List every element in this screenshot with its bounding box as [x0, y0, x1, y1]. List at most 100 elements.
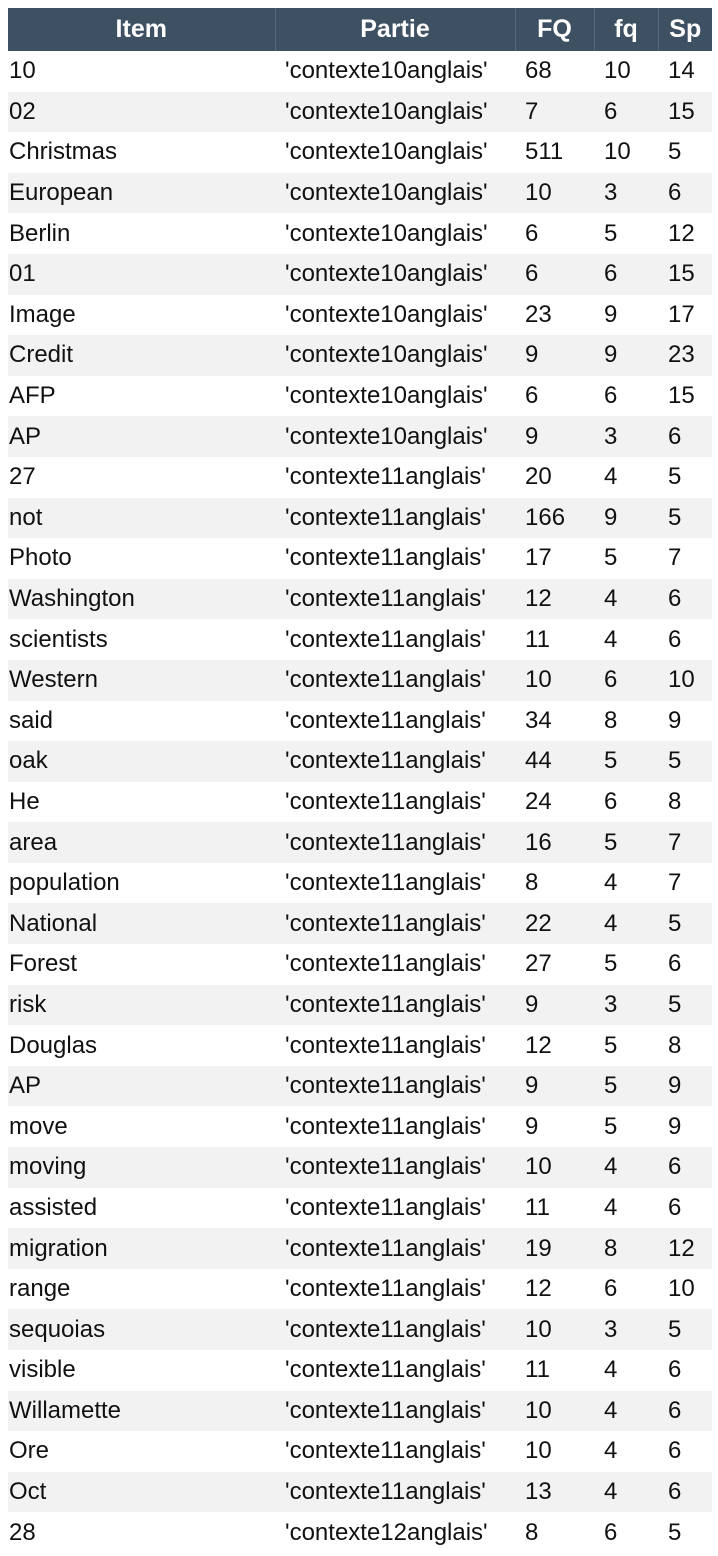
cell-partie: 'contexte11anglais': [275, 659, 515, 701]
cell-sp: 9: [668, 706, 682, 734]
table-row[interactable]: said 'contexte11anglais' 34 8 9: [8, 701, 712, 742]
cell-fq: 4: [604, 1437, 618, 1465]
cell-fq-total: 6: [515, 253, 594, 295]
table-row[interactable]: Willamette'contexte11anglais' 10 4 6: [8, 1390, 712, 1432]
table-row[interactable]: 27 'contexte11anglais' 20 4 5: [8, 457, 712, 498]
cell-sp: 9: [668, 1112, 682, 1140]
cell-fq-total: 10: [515, 1147, 594, 1188]
cell-sp: 15: [658, 253, 712, 295]
table-row[interactable]: not'contexte11anglais' 166 9 5: [8, 497, 712, 539]
table-row[interactable]: scientists 'contexte11anglais' 11 4 6: [8, 619, 712, 660]
cell-fq: 6: [594, 91, 658, 133]
cell-fq: 4: [604, 1193, 618, 1221]
table-row[interactable]: move 'contexte11anglais' 9 5 9: [8, 1106, 712, 1147]
column-header-partie[interactable]: Partie: [275, 8, 516, 51]
cell-fq-total: 6: [525, 219, 539, 247]
cell-item: 27: [9, 463, 36, 491]
cell-partie: 'contexte10anglais': [285, 138, 488, 166]
column-header-item[interactable]: Item: [8, 8, 276, 51]
table-row[interactable]: Photo 'contexte11anglais' 17 5 7: [8, 538, 712, 579]
cell-fq: 6: [604, 1275, 618, 1303]
table-row[interactable]: assisted 'contexte11anglais' 11 4 6: [8, 1188, 712, 1229]
table-row[interactable]: AP'contexte10anglais' 9 3 6: [8, 416, 712, 457]
cell-sp: 14: [668, 57, 695, 85]
table-row[interactable]: oak'contexte11anglais' 44 5 5: [8, 741, 712, 782]
cell-item: oak: [8, 741, 275, 782]
column-header-fq[interactable]: fq: [594, 8, 659, 51]
cell-partie: 'contexte11anglais': [275, 497, 515, 539]
table-row[interactable]: migration'contexte11anglais' 19 8 12: [8, 1228, 712, 1269]
cell-fq-total: 13: [515, 1471, 594, 1513]
table-row[interactable]: 10 'contexte10anglais' 68 10 14: [8, 51, 712, 92]
table-row[interactable]: Washington'contexte11anglais' 12 4 6: [8, 578, 712, 620]
table-row[interactable]: Berlin 'contexte10anglais' 6 5 12: [8, 213, 712, 254]
cell-fq-total: 10: [515, 1390, 594, 1432]
cell-item: range: [9, 1275, 71, 1303]
column-header-fq-total[interactable]: FQ: [515, 8, 595, 51]
table-row[interactable]: range 'contexte11anglais' 12 6 10: [8, 1269, 712, 1310]
cell-fq-total: 9: [525, 1112, 539, 1140]
cell-fq: 10: [604, 138, 631, 166]
cell-fq: 4: [604, 1356, 618, 1384]
cell-sp: 5: [668, 138, 682, 166]
cell-partie: 'contexte10anglais': [275, 91, 515, 133]
cell-sp: 6: [658, 1390, 712, 1432]
cell-item: 01: [8, 253, 275, 295]
table-row[interactable]: AFP 'contexte10anglais' 6 6 15: [8, 376, 712, 417]
cell-fq-total: 44: [515, 741, 594, 782]
data-table: Item Partie FQ fq Sp 10'contexte10anglai…: [8, 8, 712, 1553]
table-row[interactable]: Forest 'contexte11anglais' 27 5 6: [8, 944, 712, 985]
table-row[interactable]: Oct'contexte11anglais' 13 4 6: [8, 1471, 712, 1513]
cell-partie: 'contexte10anglais': [275, 253, 515, 295]
cell-fq: 9: [594, 497, 658, 539]
cell-item: European: [8, 172, 275, 214]
cell-sp: 15: [668, 382, 695, 410]
cell-item: Willamette: [8, 1390, 275, 1432]
table-row[interactable]: Christmas 'contexte10anglais' 511 10 5: [8, 132, 712, 173]
cell-item: Douglas: [9, 1031, 98, 1059]
cell-partie: 'contexte11anglais': [285, 1356, 486, 1384]
cell-sp: 8: [668, 1031, 682, 1059]
cell-fq-total: 12: [525, 1275, 552, 1303]
cell-item: scientists: [9, 625, 108, 653]
cell-fq: 3: [594, 416, 658, 457]
cell-item: 28: [9, 1518, 36, 1546]
cell-partie: 'contexte10anglais': [285, 300, 488, 328]
table-row[interactable]: Ore 'contexte11anglais' 10 4 6: [8, 1431, 712, 1472]
table-row[interactable]: 02'contexte10anglais' 7 6 15: [8, 91, 712, 133]
cell-partie: 'contexte11anglais': [285, 787, 486, 815]
cell-partie: 'contexte11anglais': [275, 984, 515, 1026]
table-row[interactable]: European'contexte10anglais' 10 3 6: [8, 172, 712, 214]
table-row[interactable]: National'contexte11anglais' 22 4 5: [8, 903, 712, 945]
cell-partie: 'contexte11anglais': [285, 544, 486, 572]
cell-item: population: [9, 869, 120, 897]
table-row[interactable]: Image 'contexte10anglais' 23 9 17: [8, 295, 712, 336]
cell-fq-total: 20: [525, 463, 552, 491]
table-row[interactable]: visible 'contexte11anglais' 11 4 6: [8, 1350, 712, 1391]
cell-partie: 'contexte11anglais': [275, 578, 515, 620]
table-row[interactable]: Western'contexte11anglais' 10 6 10: [8, 659, 712, 701]
table-row[interactable]: sequoias'contexte11anglais' 10 3 5: [8, 1309, 712, 1350]
cell-fq: 8: [594, 1228, 658, 1269]
cell-item: risk: [8, 984, 275, 1026]
table-row[interactable]: Douglas 'contexte11anglais' 12 5 8: [8, 1025, 712, 1066]
table-row[interactable]: Credit'contexte10anglais' 9 9 23: [8, 335, 712, 376]
cell-fq-total: 68: [525, 57, 552, 85]
table-row[interactable]: He 'contexte11anglais' 24 6 8: [8, 782, 712, 823]
table-row[interactable]: population 'contexte11anglais' 8 4 7: [8, 863, 712, 904]
table-row[interactable]: moving'contexte11anglais' 10 4 6: [8, 1147, 712, 1188]
table-row[interactable]: 28 'contexte12anglais' 8 6 5: [8, 1512, 712, 1553]
cell-fq: 5: [594, 822, 658, 863]
table-row[interactable]: 01'contexte10anglais' 6 6 15: [8, 253, 712, 295]
cell-sp: 5: [658, 1309, 712, 1350]
table-row[interactable]: risk'contexte11anglais' 9 3 5: [8, 984, 712, 1026]
cell-item: visible: [9, 1356, 76, 1384]
cell-fq: 5: [604, 1112, 618, 1140]
table-row[interactable]: area'contexte11anglais' 16 5 7: [8, 822, 712, 863]
cell-sp: 6: [658, 1147, 712, 1188]
cell-item: AP: [8, 1065, 275, 1107]
column-header-sp[interactable]: Sp: [658, 8, 712, 51]
cell-sp: 9: [658, 1065, 712, 1107]
table-row[interactable]: AP'contexte11anglais' 9 5 9: [8, 1065, 712, 1107]
cell-sp: 15: [658, 91, 712, 133]
